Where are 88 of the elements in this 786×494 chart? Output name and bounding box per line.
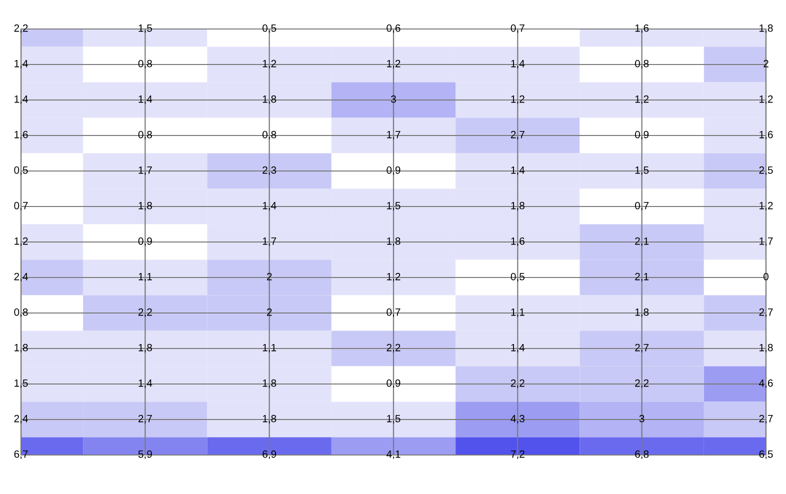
data-label: 1,4: [138, 96, 152, 104]
data-label: 0,8: [138, 130, 152, 140]
data-label: 1,8: [511, 202, 524, 211]
data-label: 1,5: [387, 202, 400, 211]
data-label: 1,8: [138, 202, 152, 211]
data-label: 1,8: [262, 95, 276, 104]
data-label: 1,8: [760, 24, 773, 34]
data-label: 4,6: [759, 379, 773, 388]
data-label: 2,3: [262, 166, 276, 176]
data-label: 5,9: [138, 450, 152, 460]
data-label: 0,5: [510, 272, 524, 282]
data-label: 2,5: [759, 166, 773, 176]
data-label: 0,7: [510, 24, 524, 34]
data-label: 1,5: [14, 380, 28, 388]
data-label: 0,8: [14, 308, 28, 318]
data-label: 3: [391, 95, 396, 103]
data-label: 2,7: [759, 414, 773, 424]
data-label: 1,1: [262, 344, 276, 353]
data-label: 0,9: [138, 237, 152, 246]
data-label: 2,7: [759, 308, 773, 318]
data-label: 2: [266, 272, 272, 280]
data-label: 1,2: [387, 272, 400, 282]
data-label: 1,5: [635, 166, 649, 176]
data-label: 1,1: [511, 308, 524, 318]
data-label: 1,4: [511, 166, 525, 176]
data-label: 1,2: [14, 237, 28, 246]
data-label: 1,4: [138, 380, 152, 388]
data-label: 2,2: [510, 379, 524, 388]
data-label: 1,7: [387, 131, 400, 140]
data-label: 0,7: [635, 202, 649, 211]
data-label: 2,7: [510, 130, 524, 140]
data-label: 2: [266, 308, 272, 316]
data-label: 6,7: [14, 450, 28, 460]
data-label: 1,8: [138, 344, 152, 353]
data-label: 1,8: [262, 379, 276, 388]
data-label: 1,5: [387, 415, 400, 424]
data-label: 2,1: [635, 237, 649, 246]
data-label: 0: [764, 272, 768, 280]
data-label: 2,2: [635, 379, 649, 388]
data-label: 0,5: [262, 24, 276, 34]
data-label: 1,4: [511, 344, 525, 353]
data-label: 2,1: [635, 272, 649, 282]
data-label: 0,7: [14, 202, 28, 211]
data-label: 4,3: [510, 414, 524, 424]
data-label: 1,6: [14, 130, 28, 140]
data-label: 1,6: [760, 130, 773, 140]
data-label: 2,2: [14, 24, 28, 34]
data-label: 1,8: [262, 414, 276, 424]
data-label: 1,8: [760, 344, 773, 353]
data-label: 3: [639, 414, 644, 422]
data-label: 1,6: [511, 237, 524, 246]
data-label: 1,4: [14, 96, 28, 104]
data-label: 0,9: [386, 166, 400, 176]
data-label: 1,5: [138, 24, 152, 34]
data-label: 2,4: [14, 414, 28, 424]
data-label: 1,4: [511, 60, 525, 69]
data-label: 1,7: [262, 238, 276, 246]
data-label: 1,2: [387, 60, 400, 69]
data-label: 2,7: [635, 344, 649, 353]
data-label: 0,7: [386, 308, 400, 318]
data-label: 0,6: [386, 24, 400, 34]
data-label: 1,8: [387, 237, 400, 246]
data-label: 2,2: [386, 344, 400, 353]
data-label: 1,2: [511, 95, 524, 104]
data-label: 1,4: [262, 202, 276, 211]
data-label: 1,7: [138, 166, 152, 176]
data-label: 1,7: [760, 238, 773, 246]
data-label: 6,5: [759, 450, 773, 460]
data-label: 1,2: [262, 60, 276, 69]
data-label: 0,8: [138, 60, 152, 69]
data-label: 4,1: [386, 450, 400, 460]
data-label: 1,8: [14, 344, 28, 353]
data-label: 2,2: [138, 308, 152, 318]
data-label: 1,6: [635, 24, 649, 34]
data-label: 1,2: [760, 202, 773, 211]
data-label: 2,4: [14, 272, 28, 282]
data-label: 2,7: [138, 414, 152, 424]
data-label: 1,2: [635, 95, 649, 104]
data-label: 0,5: [14, 166, 28, 176]
data-label: 0,9: [635, 130, 649, 140]
data-label: 2: [764, 60, 768, 68]
data-label: 1,4: [14, 60, 28, 69]
data-label: 0,9: [386, 379, 400, 388]
data-label: 1,2: [760, 95, 773, 104]
data-label: 1,8: [635, 308, 649, 318]
data-label: 0,8: [635, 60, 649, 69]
data-label: 0,8: [262, 130, 276, 140]
data-label: 1,1: [138, 273, 152, 282]
